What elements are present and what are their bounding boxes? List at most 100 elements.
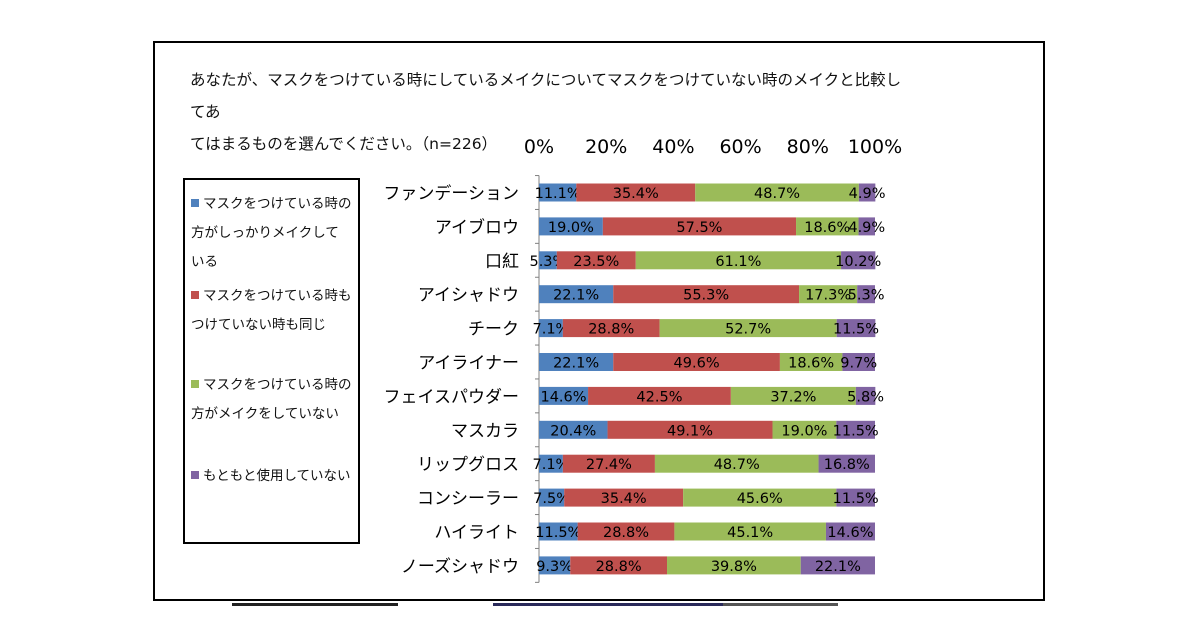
bar-segment [858, 183, 876, 202]
bar-segment [556, 251, 636, 270]
data-label: 19.0% [781, 423, 827, 439]
legend-text: いる [191, 254, 218, 270]
x-tick-label: 100% [848, 136, 902, 158]
bar-segment [836, 319, 876, 338]
bottom-deco-line [723, 603, 838, 606]
data-label: 9.3% [536, 559, 573, 575]
bar-segment [818, 454, 875, 473]
bar-segment [730, 386, 856, 405]
bar-segment [695, 183, 859, 202]
legend-text: もともと使用していない [203, 468, 351, 484]
data-label: 7.1% [533, 457, 570, 473]
data-label: 17.3% [805, 288, 851, 304]
bar-segment [577, 522, 675, 541]
category-label: 口紅 [485, 252, 519, 272]
data-label: 14.6% [540, 389, 586, 405]
category-label: ファンデーション [383, 183, 519, 204]
bar-segment [539, 522, 578, 541]
bar-segment [796, 217, 859, 236]
data-label: 4.9% [849, 186, 886, 202]
x-tick-label: 80% [787, 136, 829, 158]
legend-item-more-makeup: マスクをつけている時の 方がしっかりメイクして いる [191, 190, 356, 277]
bar-segment [654, 454, 819, 473]
bar-segment [539, 183, 577, 202]
data-label: 14.6% [827, 525, 873, 541]
data-label: 48.7% [714, 457, 760, 473]
x-tick-label: 20% [585, 136, 627, 158]
bar-segment [667, 556, 801, 575]
bar-segment [539, 319, 563, 338]
category-label: リップグロス [417, 455, 519, 475]
bar-segment [602, 217, 797, 236]
data-label: 35.4% [613, 186, 659, 202]
legend-text: 方がしっかりメイクして [191, 225, 339, 241]
category-label: アイライナー [418, 354, 519, 374]
data-label: 10.2% [835, 254, 881, 270]
bar-segment [539, 251, 557, 270]
legend-item-less-makeup: マスクをつけている時の 方がメイクをしていない [191, 371, 356, 429]
data-label: 5.8% [847, 389, 884, 405]
category-label: アイシャドウ [418, 286, 519, 306]
bar-segment [588, 386, 731, 405]
category-label: フェイスパウダー [384, 387, 520, 407]
legend: マスクをつけている時の 方がしっかりメイクして いる マスクをつけている時も つ… [183, 178, 360, 544]
bar-segment [539, 386, 589, 405]
data-label: 20.4% [550, 423, 596, 439]
x-tick-label: 60% [719, 136, 761, 158]
survey-question: あなたが、マスクをつけている時にしているメイクについてマスクをつけていない時のメ… [190, 64, 910, 160]
bar-segment [539, 556, 571, 575]
data-label: 57.5% [676, 220, 722, 236]
data-label: 27.4% [586, 457, 632, 473]
bar-segment [570, 556, 668, 575]
bar-segment [659, 319, 837, 338]
data-label: 28.8% [588, 322, 634, 338]
data-label: 61.1% [715, 254, 761, 270]
bar-segment [539, 285, 614, 304]
bar-segment [607, 420, 773, 439]
bar-segment [855, 386, 876, 405]
data-label: 45.6% [737, 491, 783, 507]
data-label: 23.5% [573, 254, 619, 270]
category-label: マスカラ [451, 421, 519, 441]
legend-swatch-green [191, 380, 199, 388]
bar-segment [857, 285, 875, 304]
data-label: 45.1% [727, 525, 773, 541]
data-label: 49.1% [667, 423, 713, 439]
legend-swatch-purple [191, 471, 199, 479]
bar-segment [841, 251, 876, 270]
legend-text: マスクをつけている時の [203, 377, 352, 393]
bar-segment [836, 420, 875, 439]
data-label: 39.8% [711, 559, 757, 575]
legend-item-not-used: もともと使用していない [191, 462, 356, 491]
legend-text: 方がメイクをしていない [191, 406, 339, 422]
data-label: 7.5% [533, 491, 570, 507]
bar-segment [842, 353, 875, 371]
data-label: 18.6% [804, 220, 850, 236]
category-label: チーク [468, 320, 519, 340]
data-label: 42.5% [636, 389, 682, 405]
legend-item-same: マスクをつけている時も つけていない時も同じ [191, 282, 356, 340]
category-label: コンシーラー [417, 489, 519, 509]
x-tick-label: 40% [652, 136, 694, 158]
question-line-1: あなたが、マスクをつけている時にしているメイクについてマスクをつけていない時のメ… [190, 71, 902, 121]
data-label: 18.6% [788, 356, 834, 372]
data-label: 4.9% [848, 220, 885, 236]
category-label: ノーズシャドウ [401, 557, 519, 577]
bar-segment [800, 556, 875, 575]
legend-text: マスクをつけている時の [203, 196, 352, 212]
bar-segment [539, 353, 614, 371]
bar-segment [683, 488, 837, 507]
bar-segment [779, 353, 843, 371]
bar-segment [674, 522, 826, 541]
category-label: アイブロウ [435, 217, 519, 238]
data-label: 37.2% [770, 389, 816, 405]
bar-segment [539, 454, 563, 473]
bar-segment [562, 319, 660, 338]
data-label: 55.3% [683, 288, 729, 304]
x-tick-label: 0% [524, 136, 554, 158]
data-label: 22.1% [553, 356, 599, 372]
data-label: 52.7% [725, 322, 771, 338]
bar-segment [576, 183, 696, 202]
legend-text: つけていない時も同じ [191, 317, 326, 333]
question-line-2: てはまるものを選んでください。（n=226） [190, 135, 498, 153]
